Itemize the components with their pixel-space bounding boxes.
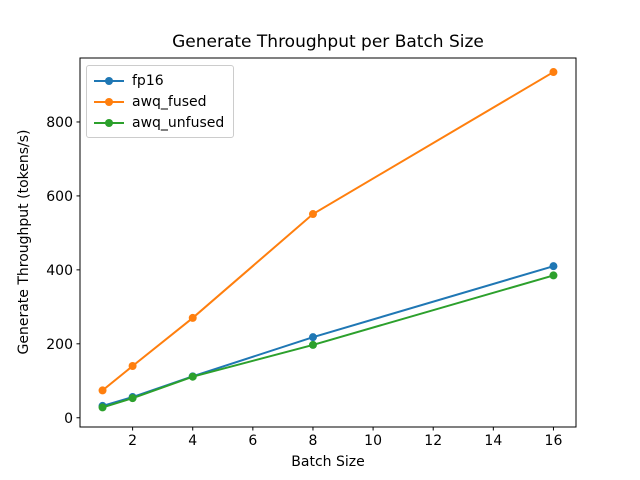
series-line-awq_unfused xyxy=(101,274,555,409)
y-tick-label-200: 200 xyxy=(46,337,73,353)
legend-sample-awq_unfused xyxy=(94,118,124,127)
series-marker-fp16-16 xyxy=(549,262,558,271)
x-tick-label-16: 16 xyxy=(545,433,563,449)
legend-marker-icon xyxy=(105,76,113,85)
series-marker-awq_fused-4 xyxy=(188,313,197,322)
x-tick-label-12: 12 xyxy=(424,433,442,449)
series-marker-awq_fused-16 xyxy=(549,68,558,77)
legend: fp16 awq_fused awq_unfused xyxy=(86,65,235,138)
legend-label-awq_unfused: awq_unfused xyxy=(132,114,225,131)
series-marker-awq_fused-2 xyxy=(128,361,137,370)
x-tick-label-8: 8 xyxy=(309,433,318,449)
axes-spines xyxy=(79,57,577,428)
legend-label-fp16: fp16 xyxy=(132,72,164,89)
x-tick-label-14: 14 xyxy=(484,433,502,449)
x-axis-label: Batch Size xyxy=(291,454,365,470)
legend-marker-icon xyxy=(105,97,113,106)
legend-item-fp16: fp16 xyxy=(94,70,224,91)
y-tick-label-400: 400 xyxy=(46,263,73,279)
series-marker-awq_unfused-1 xyxy=(98,403,107,412)
series-marker-awq_unfused-16 xyxy=(549,271,558,280)
series-marker-awq_unfused-2 xyxy=(128,394,137,403)
y-tick-label-800: 800 xyxy=(46,115,73,131)
x-tick-label-6: 6 xyxy=(248,433,257,449)
legend-sample-fp16 xyxy=(94,76,124,85)
series-marker-awq_unfused-4 xyxy=(188,372,197,381)
legend-label-awq_fused: awq_fused xyxy=(132,93,207,110)
legend-item-awq_unfused: awq_unfused xyxy=(94,112,224,133)
x-tick-label-10: 10 xyxy=(364,433,382,449)
legend-item-awq_fused: awq_fused xyxy=(94,91,224,112)
series-marker-awq_unfused-8 xyxy=(308,340,317,349)
x-tick-label-4: 4 xyxy=(188,433,197,449)
series-marker-fp16-8 xyxy=(308,333,317,342)
legend-sample-awq_fused xyxy=(94,97,124,106)
chart-title: Generate Throughput per Batch Size xyxy=(172,32,484,52)
legend-marker-icon xyxy=(105,118,113,127)
x-tick-label-2: 2 xyxy=(128,433,137,449)
y-tick-label-600: 600 xyxy=(46,189,73,205)
y-tick-label-0: 0 xyxy=(64,411,73,427)
y-axis-label: Generate Throughput (tokens/s) xyxy=(16,129,32,355)
series-marker-awq_fused-8 xyxy=(308,210,317,219)
series-marker-awq_fused-1 xyxy=(98,386,107,395)
